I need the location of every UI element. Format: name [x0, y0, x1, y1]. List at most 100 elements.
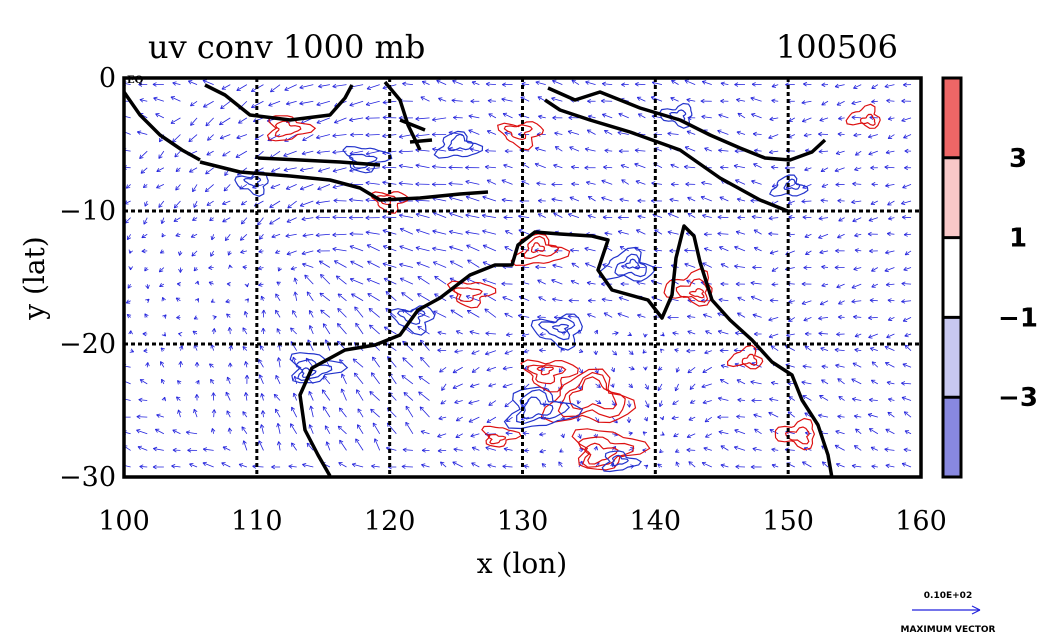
wind-vector [636, 229, 646, 235]
wind-vector [180, 345, 183, 351]
wind-vector-head [768, 411, 773, 416]
wind-vector [853, 134, 862, 136]
wind-vector-head [643, 333, 648, 338]
wind-vector [628, 366, 635, 370]
wind-vector-head [617, 312, 622, 317]
wind-vector-head [667, 230, 672, 235]
wind-vector-head [576, 400, 581, 405]
wind-vector-head [705, 433, 710, 438]
wind-vector-head [240, 249, 245, 254]
wind-vector-head [618, 112, 623, 117]
wind-vector [257, 217, 264, 226]
positive-contour [503, 124, 533, 141]
wind-vector [268, 100, 281, 107]
wind-vector [205, 184, 214, 193]
wind-vector-head [398, 181, 403, 186]
wind-vector [382, 216, 397, 219]
wind-vector [241, 200, 248, 206]
wind-vector [684, 79, 696, 86]
wind-vector-head [290, 266, 295, 271]
wind-vector-head [332, 214, 337, 220]
wind-vector-head [887, 201, 892, 206]
wind-vector [160, 361, 165, 368]
wind-vector-head [209, 216, 214, 222]
wind-vector-head [485, 351, 490, 356]
wind-vector [837, 233, 845, 239]
wind-vector [886, 100, 895, 102]
positive-contour [510, 233, 571, 267]
wind-vector [718, 149, 729, 152]
negative-contour [611, 454, 629, 467]
wind-vector-head [432, 229, 437, 234]
wind-vector-head [587, 114, 593, 120]
wind-vector-head [753, 413, 758, 418]
wind-vector-head [735, 230, 741, 235]
wind-vector [482, 214, 497, 219]
wind-vector [403, 392, 414, 401]
wind-vector [835, 150, 845, 155]
wind-vector [432, 166, 447, 169]
wind-vector-head [768, 334, 774, 339]
wind-vector-head [191, 252, 196, 257]
wind-vector [334, 117, 347, 124]
wind-vector-head [674, 348, 679, 353]
wind-vector [219, 117, 231, 126]
wind-vector-head [801, 281, 806, 287]
wind-vector-head [240, 220, 246, 225]
wind-vector-head [603, 165, 608, 170]
wind-vector [318, 167, 331, 172]
wind-vector [569, 146, 580, 152]
wind-vector-head [454, 349, 459, 354]
wind-vector-head [703, 446, 708, 452]
chart-title: uv conv 1000 mb [148, 28, 425, 66]
wind-vector [238, 463, 248, 468]
wind-vector [405, 405, 414, 418]
wind-vector-head [322, 323, 327, 328]
wind-vector-head [399, 245, 404, 250]
wind-vector-head [504, 230, 510, 235]
wind-vector-head [735, 464, 740, 470]
wind-vector [139, 150, 148, 159]
wind-vector-head [403, 392, 408, 397]
wind-vector [887, 299, 895, 302]
wind-vector-head [689, 399, 695, 404]
wind-vector-head [434, 275, 439, 280]
wind-vector-head [349, 277, 355, 283]
wind-vector-head [225, 298, 230, 304]
wind-vector [788, 117, 796, 122]
wind-vector-head [258, 440, 263, 445]
wind-vector-head [854, 166, 859, 172]
wind-vector [502, 296, 513, 302]
wind-vector-head [227, 327, 233, 332]
wind-vector [801, 300, 812, 305]
wind-vector [570, 280, 580, 285]
wind-vector-head [276, 441, 282, 446]
wind-vector-head [570, 279, 576, 285]
wind-vector [672, 332, 679, 335]
wind-vector-head [614, 331, 619, 336]
y-tick-label: −20 [59, 329, 116, 360]
wind-vector [454, 400, 463, 404]
wind-vector-head [854, 151, 860, 156]
wind-vector [754, 247, 762, 252]
wind-vector-head [290, 327, 295, 332]
wind-vector [286, 184, 297, 190]
wind-vector [420, 96, 430, 102]
wind-vector [155, 113, 165, 119]
wind-vector-head [803, 132, 808, 138]
wind-vector [718, 330, 729, 335]
wind-vector [140, 167, 148, 174]
wind-vector-head [468, 418, 473, 423]
wind-vector [868, 150, 878, 155]
wind-vector-head [365, 115, 370, 121]
wind-vector [455, 433, 463, 438]
reference-vector-caption: MAXIMUM VECTOR [900, 625, 995, 635]
wind-vector [485, 166, 496, 169]
wind-vector [192, 184, 198, 192]
wind-vector-head [299, 84, 304, 90]
wind-vector-head [643, 417, 648, 422]
wind-vector [801, 381, 812, 385]
wind-vector-head [449, 245, 454, 250]
wind-vector [269, 217, 281, 225]
wind-vector [213, 409, 215, 418]
